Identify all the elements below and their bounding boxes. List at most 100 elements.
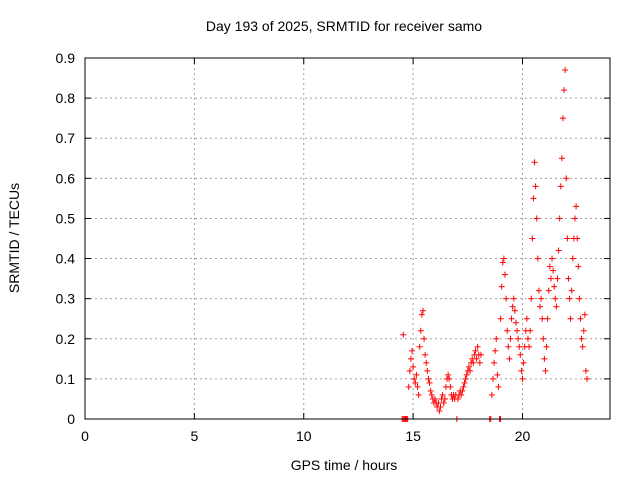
data-point	[418, 311, 425, 318]
data-point	[491, 359, 498, 366]
y-tick-label: 0.1	[56, 371, 76, 387]
data-point	[406, 367, 413, 374]
data-point	[498, 283, 505, 290]
y-tick-label: 0	[67, 411, 75, 427]
y-tick-label: 0.3	[56, 291, 76, 307]
data-point	[462, 375, 469, 382]
data-point	[477, 351, 484, 358]
data-point	[505, 343, 512, 350]
ticks	[84, 57, 610, 420]
y-tick-label: 0.6	[56, 170, 76, 186]
data-point	[519, 375, 526, 382]
data-point	[424, 367, 431, 374]
data-point	[474, 343, 481, 350]
data-point	[488, 391, 495, 398]
data-point	[564, 235, 571, 242]
data-point	[421, 335, 428, 342]
data-point	[440, 399, 447, 406]
data-point	[538, 295, 545, 302]
data-point	[563, 175, 570, 182]
data-point	[510, 295, 517, 302]
data-point	[539, 315, 546, 322]
data-point	[511, 307, 518, 314]
data-point	[416, 343, 423, 350]
data-point	[419, 307, 426, 314]
data-point	[465, 363, 472, 370]
y-tick-label: 0.9	[56, 50, 76, 66]
data-point	[556, 215, 563, 222]
data-point	[574, 235, 581, 242]
data-point	[472, 347, 479, 354]
y-tick-label: 0.2	[56, 331, 76, 347]
data-point	[552, 295, 559, 302]
data-point	[493, 335, 500, 342]
data-point	[533, 215, 540, 222]
data-point	[551, 283, 558, 290]
data-point	[575, 263, 582, 270]
data-point	[558, 155, 565, 162]
data-point	[508, 315, 515, 322]
grid	[85, 58, 610, 419]
data-point	[584, 375, 591, 382]
data-point	[435, 399, 442, 406]
data-point	[549, 255, 556, 262]
data-point	[577, 315, 584, 322]
data-point	[499, 259, 506, 266]
data-point	[437, 403, 444, 410]
data-point	[559, 115, 566, 122]
data-point	[507, 335, 514, 342]
data-point	[550, 267, 557, 274]
data-point	[445, 371, 452, 378]
data-point	[580, 327, 587, 334]
data-point	[515, 335, 522, 342]
data-point	[541, 355, 548, 362]
data-point	[412, 379, 419, 386]
y-axis-label: SRMTID / TECUs	[6, 183, 22, 293]
data-point	[509, 303, 516, 310]
data-point	[565, 275, 572, 282]
x-tick-label: 5	[190, 428, 198, 444]
data-point	[425, 375, 432, 382]
data-point	[582, 367, 589, 374]
data-point	[476, 359, 483, 366]
data-point	[502, 271, 508, 278]
x-tick-label: 0	[81, 428, 89, 444]
data-point	[441, 395, 448, 402]
data-point	[489, 375, 496, 382]
data-point	[473, 355, 480, 362]
data-point	[411, 375, 418, 382]
data-point	[540, 335, 547, 342]
data-point	[520, 359, 527, 366]
data-point	[581, 311, 588, 318]
data-point	[458, 391, 465, 398]
data-point	[460, 383, 467, 390]
data-point	[459, 387, 466, 394]
data-point	[528, 295, 535, 302]
data-point	[517, 351, 524, 358]
data-point	[569, 255, 576, 262]
data-point	[531, 159, 538, 166]
data-point	[578, 335, 585, 342]
data-point	[463, 371, 470, 378]
data-point	[555, 247, 562, 254]
data-point	[512, 319, 519, 326]
x-tick-label: 20	[515, 428, 531, 444]
y-tick-label: 0.8	[56, 90, 76, 106]
data-point	[573, 203, 580, 210]
data-point	[422, 351, 429, 358]
data-point	[415, 391, 422, 398]
data-point	[547, 275, 554, 282]
data-point	[566, 295, 573, 302]
data-point	[568, 287, 575, 294]
x-tick-label: 10	[296, 428, 312, 444]
data-point	[534, 255, 541, 262]
data-point	[567, 315, 574, 322]
data-point	[447, 383, 454, 390]
data-point	[542, 367, 549, 374]
chart-title: Day 193 of 2025, SRMTID for receiver sam…	[206, 18, 482, 34]
data-points	[399, 67, 591, 422]
data-point	[494, 371, 501, 378]
data-point	[535, 287, 542, 294]
data-point	[518, 367, 525, 374]
